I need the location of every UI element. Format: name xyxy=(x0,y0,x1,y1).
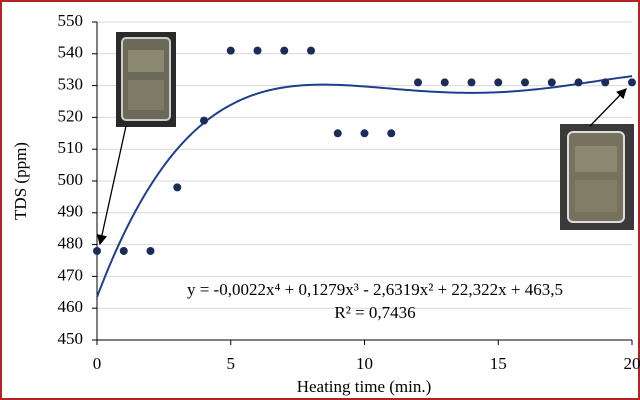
data-point xyxy=(440,78,449,87)
data-point xyxy=(307,46,315,55)
data-point xyxy=(360,129,369,138)
arrow xyxy=(96,125,127,246)
data-point xyxy=(414,78,422,87)
y-tick-label: 550 xyxy=(58,11,84,30)
y-axis-title: TDS (ppm) xyxy=(11,142,30,220)
data-point xyxy=(387,129,396,138)
r-squared: R² = 0,7436 xyxy=(334,303,415,322)
data-point xyxy=(146,246,155,255)
right-inset xyxy=(560,124,634,230)
y-tick-label: 540 xyxy=(58,43,84,62)
equation: y = -0,0022x⁴ + 0,1279x³ - 2,6319x² + 22… xyxy=(187,280,563,299)
arrow xyxy=(589,88,627,127)
data-point xyxy=(467,78,476,87)
data-point xyxy=(547,78,556,87)
data-point xyxy=(253,46,262,55)
x-axis-title: Heating time (min.) xyxy=(297,377,432,396)
data-point xyxy=(521,78,529,87)
data-point xyxy=(601,78,610,87)
trendline xyxy=(96,75,633,298)
data-point xyxy=(333,129,342,138)
data-point xyxy=(628,78,636,87)
data-point xyxy=(93,246,101,255)
y-tick-label: 450 xyxy=(58,329,84,348)
y-tick-label: 510 xyxy=(58,138,84,157)
y-tick-label: 520 xyxy=(58,106,84,125)
x-tick-label: 15 xyxy=(490,354,507,373)
data-point xyxy=(119,246,128,255)
x-tick-label: 5 xyxy=(227,354,236,373)
left-inset xyxy=(116,32,176,127)
x-tick-label: 20 xyxy=(624,354,640,373)
data-point xyxy=(494,78,503,87)
y-tick-label: 490 xyxy=(58,202,84,221)
y-tick-label: 470 xyxy=(58,265,84,284)
y-tick-label: 500 xyxy=(58,170,84,189)
y-tick-label: 480 xyxy=(58,234,84,253)
y-tick-label: 460 xyxy=(58,297,84,316)
data-point xyxy=(200,116,208,125)
data-point xyxy=(280,46,289,55)
y-tick-label: 530 xyxy=(58,75,84,94)
x-tick-label: 0 xyxy=(93,354,102,373)
data-point xyxy=(226,46,235,55)
data-point xyxy=(173,183,182,192)
data-point xyxy=(574,78,583,87)
x-tick-label: 10 xyxy=(356,354,373,373)
